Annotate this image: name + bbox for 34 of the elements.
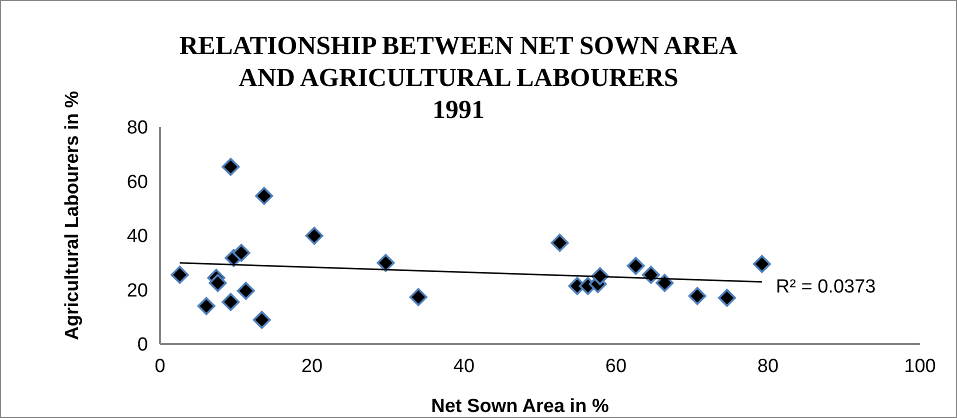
y-axis-title: Agricultural Labourers in % <box>62 90 83 340</box>
y-tick-label: 0 <box>137 334 148 356</box>
point <box>656 274 674 292</box>
point <box>170 266 189 284</box>
x-tick-label: 60 <box>605 356 627 377</box>
point <box>252 310 271 329</box>
point <box>222 158 240 176</box>
x-tick-label: 20 <box>301 356 323 377</box>
point <box>718 288 736 307</box>
x-axis-title: Net Sown Area in % <box>431 396 609 417</box>
point <box>376 254 395 272</box>
x-tick-label: 40 <box>453 356 475 377</box>
x-tick-label: 80 <box>757 356 779 377</box>
point <box>222 292 240 311</box>
point <box>255 186 274 205</box>
point <box>409 288 428 306</box>
point <box>232 244 250 262</box>
y-tick-label: 40 <box>126 226 148 248</box>
point <box>305 226 324 245</box>
x-tick-label: 0 <box>154 356 166 377</box>
point <box>208 274 227 292</box>
point <box>197 297 216 316</box>
point <box>550 234 569 252</box>
y-tick-label: 20 <box>126 280 148 302</box>
y-tick-label: 80 <box>126 118 148 139</box>
point <box>626 256 645 275</box>
x-tick-label: 100 <box>904 356 936 377</box>
y-tick-label: 60 <box>126 172 148 193</box>
point <box>236 282 255 300</box>
point <box>752 254 771 273</box>
point <box>642 266 660 284</box>
annotation: R² = 0.0373 <box>776 276 876 298</box>
chart-title: RELATIONSHIP BETWEEN NET SOWN AREA AND AGRICULTURAL LABOURERS 1991 <box>179 31 738 124</box>
point <box>688 286 706 305</box>
